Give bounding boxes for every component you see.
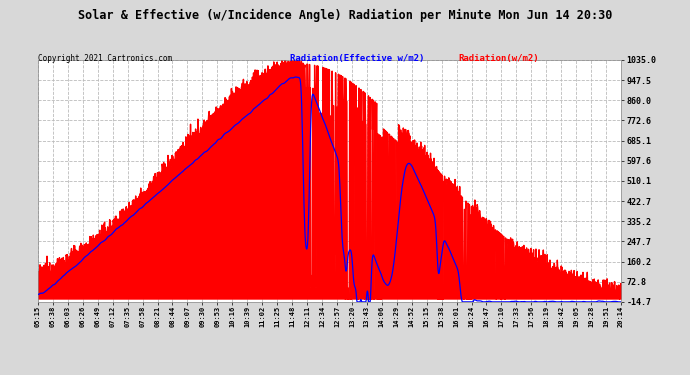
Text: Radiation(Effective w/m2): Radiation(Effective w/m2) — [290, 54, 424, 63]
Text: Radiation(w/m2): Radiation(w/m2) — [459, 54, 540, 63]
Text: Copyright 2021 Cartronics.com: Copyright 2021 Cartronics.com — [38, 54, 172, 63]
Text: Solar & Effective (w/Incidence Angle) Radiation per Minute Mon Jun 14 20:30: Solar & Effective (w/Incidence Angle) Ra… — [78, 9, 612, 22]
